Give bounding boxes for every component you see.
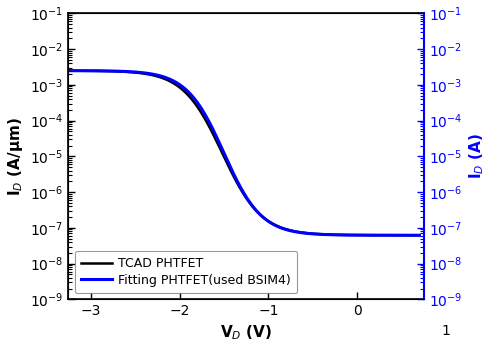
Y-axis label: I$_{D}$ (A): I$_{D}$ (A) bbox=[468, 133, 487, 180]
TCAD PHTFET bbox=[65, 69, 71, 73]
Fitting PHTFET(used BSIM4) bbox=[65, 69, 71, 73]
TCAD PHTFET bbox=[372, 233, 378, 237]
TCAD PHTFET bbox=[106, 69, 112, 73]
Line: Fitting PHTFET(used BSIM4): Fitting PHTFET(used BSIM4) bbox=[68, 71, 419, 235]
X-axis label: V$_{D}$ (V): V$_{D}$ (V) bbox=[220, 324, 272, 342]
TCAD PHTFET bbox=[200, 113, 206, 118]
Fitting PHTFET(used BSIM4) bbox=[409, 233, 415, 237]
TCAD PHTFET bbox=[215, 143, 221, 147]
Fitting PHTFET(used BSIM4) bbox=[106, 69, 112, 73]
Fitting PHTFET(used BSIM4) bbox=[416, 233, 422, 237]
Fitting PHTFET(used BSIM4) bbox=[200, 109, 206, 113]
Legend: TCAD PHTFET, Fitting PHTFET(used BSIM4): TCAD PHTFET, Fitting PHTFET(used BSIM4) bbox=[75, 251, 298, 293]
Fitting PHTFET(used BSIM4) bbox=[372, 233, 378, 237]
Fitting PHTFET(used BSIM4) bbox=[126, 70, 132, 74]
Text: 1: 1 bbox=[442, 324, 451, 338]
TCAD PHTFET bbox=[416, 233, 422, 237]
Line: TCAD PHTFET: TCAD PHTFET bbox=[68, 71, 419, 235]
TCAD PHTFET bbox=[409, 233, 415, 237]
TCAD PHTFET bbox=[126, 70, 132, 74]
Y-axis label: I$_{D}$ (A/μm): I$_{D}$ (A/μm) bbox=[5, 117, 25, 196]
Fitting PHTFET(used BSIM4) bbox=[215, 139, 221, 143]
